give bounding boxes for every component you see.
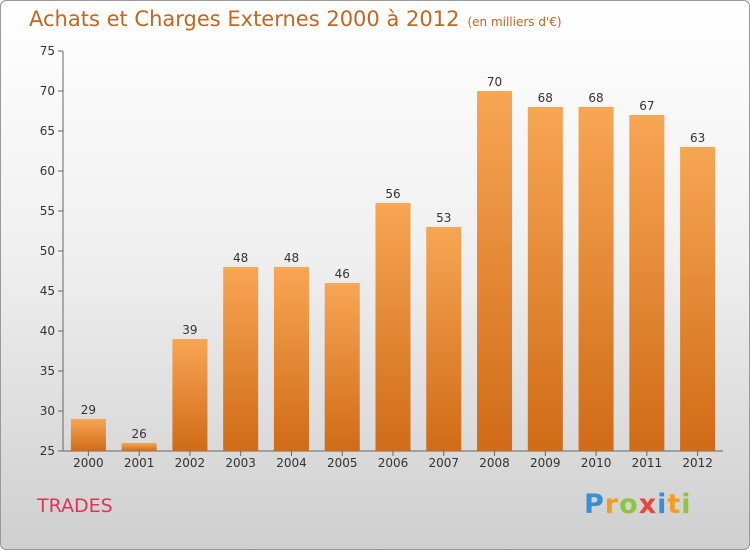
bar-value-label: 53: [436, 211, 451, 225]
bar-value-label: 68: [538, 91, 553, 105]
bar: [680, 147, 716, 451]
bar-value-label: 68: [588, 91, 603, 105]
x-tick-label: 2011: [632, 456, 663, 470]
y-tick-label: 55: [40, 204, 55, 218]
bar: [70, 419, 106, 451]
y-tick-label: 25: [40, 444, 55, 458]
x-tick-label: 2004: [276, 456, 307, 470]
y-tick-label: 75: [40, 44, 55, 58]
brand-letter: i: [657, 489, 668, 520]
chart-title-unit: (en milliers d'€): [467, 15, 562, 29]
bar: [477, 91, 513, 451]
bar-value-label: 29: [81, 403, 96, 417]
bar-value-label: 67: [639, 99, 654, 113]
brand-letter: r: [604, 489, 620, 520]
x-tick-label: 2005: [327, 456, 358, 470]
x-tick-label: 2006: [378, 456, 409, 470]
brand-letter: o: [619, 489, 639, 520]
x-tick-label: 2002: [175, 456, 206, 470]
bar: [223, 267, 259, 451]
bar-value-label: 48: [233, 251, 248, 265]
bar-value-label: 39: [182, 323, 197, 337]
bar-value-label: 48: [284, 251, 299, 265]
bar: [527, 107, 563, 451]
x-tick-label: 2009: [530, 456, 561, 470]
brand-letter: t: [667, 489, 682, 520]
chart-title-text: Achats et Charges Externes 2000 à 2012: [29, 7, 460, 31]
bar: [578, 107, 614, 451]
x-tick-label: 2012: [682, 456, 713, 470]
brand-logo: Proxiti: [584, 489, 692, 520]
bar: [273, 267, 309, 451]
y-tick-label: 50: [40, 244, 55, 258]
chart-labels: 29 26 39 48 48 46 56 53 70 68 68 67 63: [81, 75, 706, 441]
y-tick-label: 45: [40, 284, 55, 298]
y-tick-label: 40: [40, 324, 55, 338]
y-tick-label: 65: [40, 124, 55, 138]
chart-axes: 25 30 35 40 45 50 55 60 65 70 75 2000 2001 2002 2003 20…: [40, 44, 723, 470]
bar: [629, 115, 665, 451]
bar-value-label: 26: [132, 427, 147, 441]
x-tick-label: 2007: [428, 456, 459, 470]
chart-bars: [70, 91, 716, 451]
bar: [324, 283, 360, 451]
location-label: TRADES: [37, 495, 113, 517]
y-tick-label: 60: [40, 164, 55, 178]
brand-letter: x: [638, 489, 658, 520]
bar: [426, 227, 462, 451]
brand-letter: i: [681, 489, 692, 520]
chart-title: Achats et Charges Externes 2000 à 2012 (e…: [29, 7, 562, 31]
y-tick-label: 30: [40, 404, 55, 418]
y-tick-label: 70: [40, 84, 55, 98]
bar: [121, 443, 157, 451]
x-tick-label: 2000: [73, 456, 104, 470]
x-tick-label: 2001: [124, 456, 155, 470]
bar-value-label: 46: [335, 267, 350, 281]
bar-value-label: 56: [385, 187, 400, 201]
bar: [172, 339, 208, 451]
x-tick-label: 2008: [479, 456, 510, 470]
x-tick-label: 2003: [225, 456, 256, 470]
y-tick-label: 35: [40, 364, 55, 378]
bar: [375, 203, 411, 451]
x-tick-label: 2010: [581, 456, 612, 470]
bar-value-label: 70: [487, 75, 502, 89]
bar-value-label: 63: [690, 131, 705, 145]
brand-letter: P: [584, 489, 605, 520]
